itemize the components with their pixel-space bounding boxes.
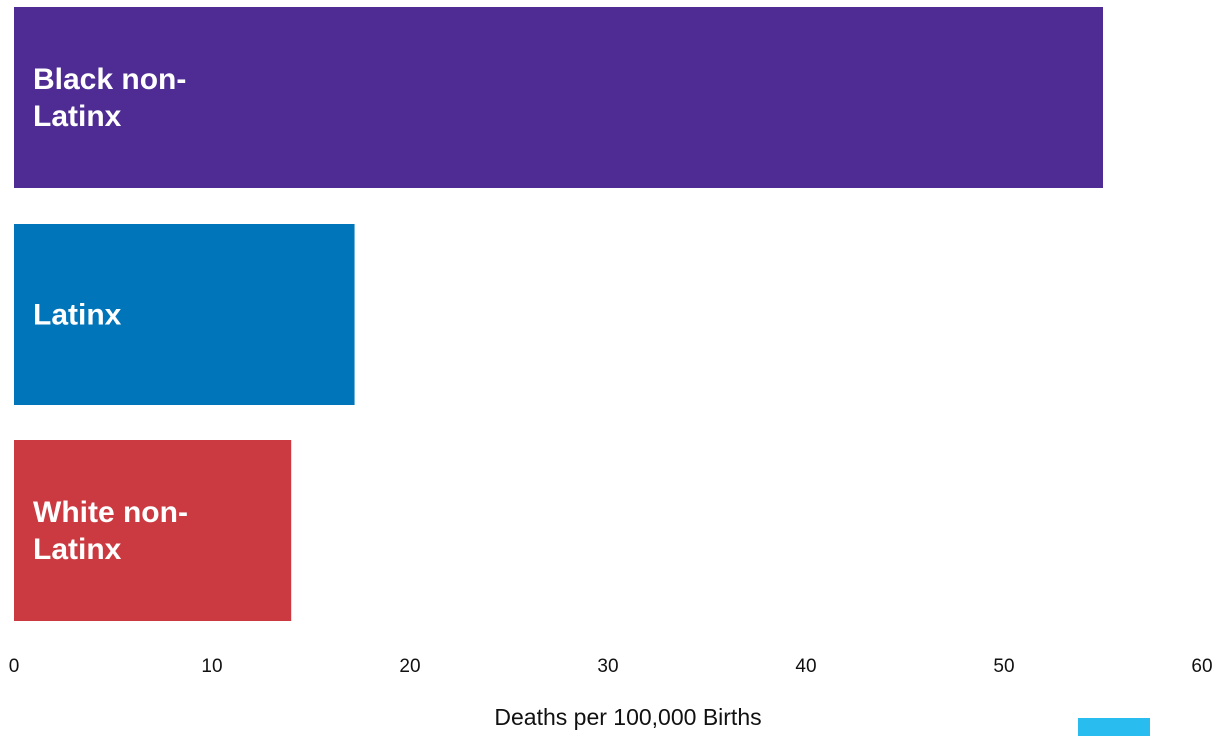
x-tick-label: 60 bbox=[1191, 656, 1212, 677]
bar-label-line: Latinx bbox=[33, 533, 122, 566]
bar-label-2: White non- Latinx bbox=[33, 496, 188, 566]
x-tick-label: 10 bbox=[201, 656, 222, 677]
legend-swatch bbox=[1078, 718, 1150, 736]
bar-2 bbox=[14, 440, 292, 621]
x-axis-title: Deaths per 100,000 Births bbox=[494, 704, 761, 730]
bar-1 bbox=[14, 224, 355, 405]
x-tick-label: 30 bbox=[597, 656, 618, 677]
bars-group: Black non- Latinx Latinx White non- Latinx bbox=[14, 7, 1103, 621]
x-tick-label: 20 bbox=[399, 656, 420, 677]
x-tick-label: 50 bbox=[993, 656, 1014, 677]
x-tick-label: 0 bbox=[9, 656, 20, 677]
bar-label-line: White non- bbox=[33, 496, 188, 529]
bar-label-0: Black non- Latinx bbox=[33, 63, 186, 133]
bar-label-line: Latinx bbox=[33, 299, 122, 332]
bar-label-line: Latinx bbox=[33, 100, 122, 133]
bar-label-line: Black non- bbox=[33, 63, 186, 96]
x-axis-ticks: 0 10 20 30 40 50 60 bbox=[9, 656, 1213, 677]
bar-label-1: Latinx bbox=[33, 299, 122, 332]
x-tick-label: 40 bbox=[795, 656, 816, 677]
bar-0 bbox=[14, 7, 1103, 188]
